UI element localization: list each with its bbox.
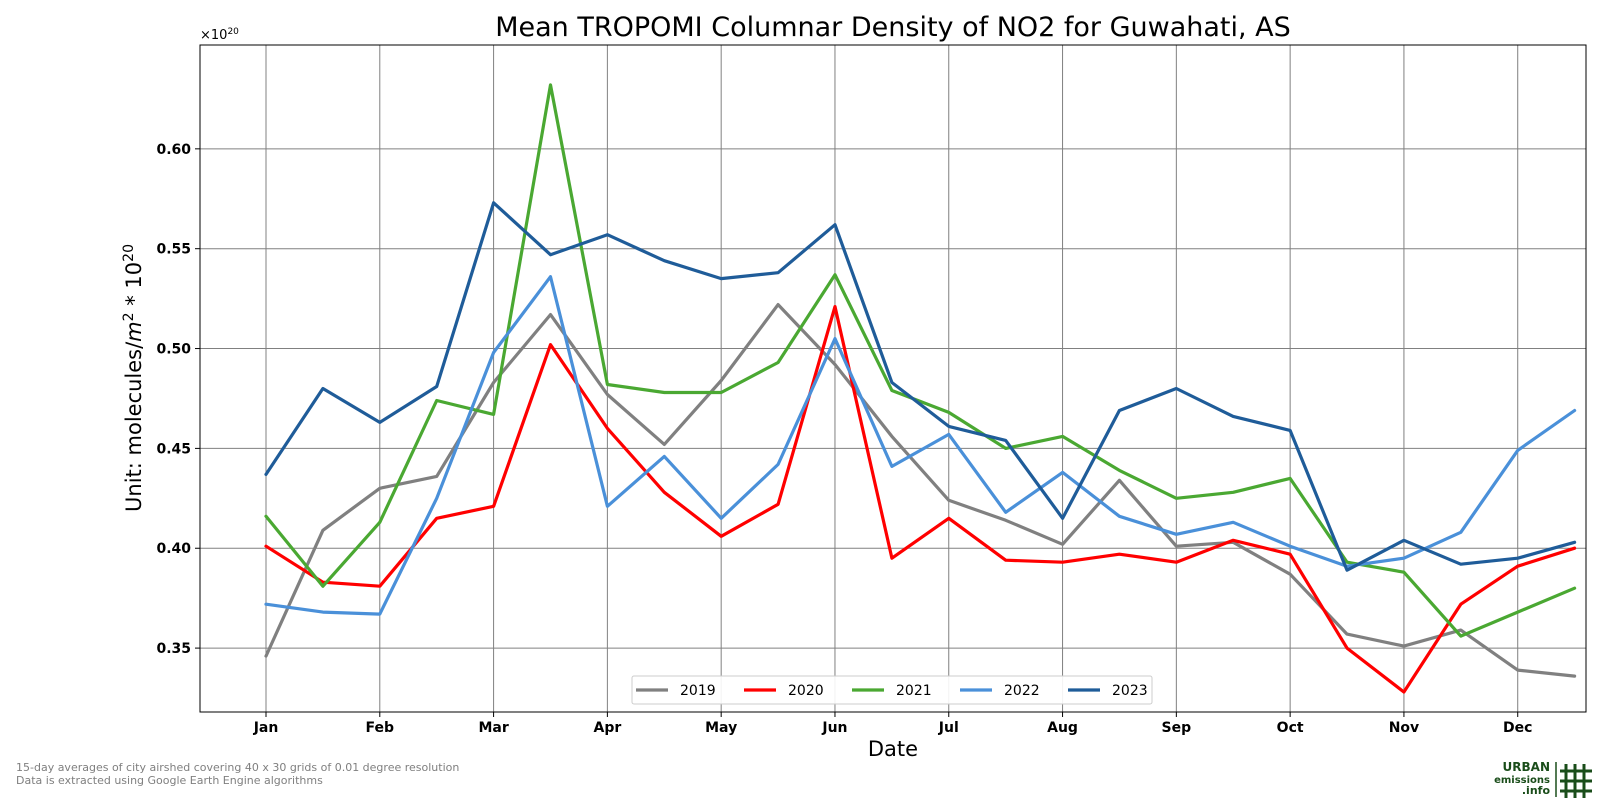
legend-label-2022: 2022 [1004, 683, 1040, 699]
gridlines [200, 45, 1586, 712]
series-line-2020 [264, 305, 1577, 694]
y-tick-label: 0.55 [156, 242, 191, 258]
y-tick-label: 0.45 [156, 441, 191, 457]
x-tick-label: Dec [1503, 720, 1532, 736]
legend-label-2023: 2023 [1112, 683, 1148, 699]
y-axis-label-sup2: 2 [121, 312, 137, 321]
logo-line2: emissions [1494, 775, 1550, 786]
chart-title: Mean TROPOMI Columnar Density of NO2 for… [495, 12, 1291, 43]
x-tick-label: Jul [938, 720, 959, 736]
axis-multiplier: ×1020 [200, 27, 239, 43]
x-tick-label: Mar [478, 720, 508, 736]
y-axis-label-mid: * 10 [122, 262, 146, 313]
legend-items: 2019 2020 2021 2022 2023 [636, 683, 1148, 699]
x-tick-label: Jan [253, 720, 279, 736]
x-tick-label: Jun [821, 720, 847, 736]
urban-emissions-logo: URBAN emissions .info [1494, 760, 1592, 798]
series-line-2019 [264, 303, 1577, 678]
footnote-line1: 15-day averages of city airshed covering… [16, 761, 459, 774]
series-line-2022 [264, 275, 1577, 616]
y-tick-label: 0.35 [156, 641, 191, 657]
axis-multiplier-base: ×10 [200, 28, 227, 43]
series-lines [264, 83, 1577, 694]
logo-line3: .info [1522, 784, 1551, 797]
footnote-line2: Data is extracted using Google Earth Eng… [16, 774, 323, 787]
x-tick-label: Aug [1047, 720, 1078, 736]
y-axis-label-sup20: 20 [121, 244, 137, 262]
x-tick-label: Oct [1277, 720, 1304, 736]
x-tick-label: Apr [593, 720, 621, 736]
x-tick-label: Sep [1162, 720, 1192, 736]
x-axis-label: Date [868, 737, 918, 761]
x-tick-label: Nov [1389, 720, 1419, 736]
axis-multiplier-exp: 20 [227, 27, 239, 37]
x-tick-labels: Jan Feb Mar Apr May Jun Jul Aug Sep Oct Nov Dec [253, 712, 1532, 736]
y-axis-label-m: m [122, 321, 146, 341]
legend-box [631, 675, 1153, 705]
y-axis-label-prefix: Unit: molecules/ [122, 341, 146, 512]
y-tick-label: 0.60 [156, 142, 191, 158]
plot-frame [199, 44, 1587, 713]
legend-label-2020: 2020 [788, 683, 824, 699]
y-tick-labels: 0.35 0.40 0.45 0.50 0.55 0.60 [156, 142, 200, 657]
x-tick-label: May [705, 720, 737, 736]
y-tick-label: 0.40 [156, 541, 191, 557]
series-line-2023 [264, 201, 1577, 572]
legend-label-2021: 2021 [896, 683, 932, 699]
y-tick-label: 0.50 [156, 342, 191, 358]
legend-label-2019: 2019 [680, 683, 716, 699]
grid-logo-icon [1560, 764, 1592, 798]
logo-line1: URBAN [1503, 760, 1550, 774]
x-tick-label: Feb [366, 720, 395, 736]
legend: 2019 2020 2021 2022 2023 [631, 675, 1153, 705]
y-axis-label: Unit: molecules/m2 * 1020 [121, 244, 146, 512]
